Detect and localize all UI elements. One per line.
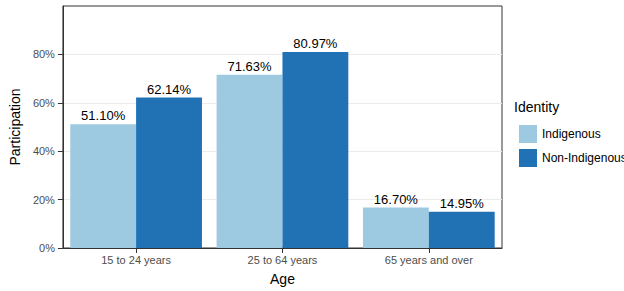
svg-text:62.14%: 62.14% [147, 82, 192, 97]
svg-text:20%: 20% [33, 194, 55, 206]
svg-text:80%: 80% [33, 48, 55, 60]
svg-text:Age: Age [270, 271, 295, 287]
svg-text:15 to 24 years: 15 to 24 years [101, 254, 171, 266]
svg-text:60%: 60% [33, 97, 55, 109]
svg-text:Participation: Participation [7, 88, 23, 165]
svg-text:65 years and over: 65 years and over [385, 254, 473, 266]
svg-text:Identity: Identity [514, 99, 559, 115]
svg-text:80.97%: 80.97% [293, 36, 338, 51]
svg-text:0%: 0% [39, 242, 55, 254]
svg-text:40%: 40% [33, 145, 55, 157]
svg-text:71.63%: 71.63% [227, 59, 272, 74]
svg-text:51.10%: 51.10% [81, 108, 126, 123]
svg-text:Indigenous: Indigenous [542, 127, 601, 141]
svg-text:16.70%: 16.70% [374, 192, 419, 207]
svg-text:25 to 64 years: 25 to 64 years [248, 254, 318, 266]
svg-text:14.95%: 14.95% [440, 196, 485, 211]
svg-text:Non-Indigenous: Non-Indigenous [542, 151, 624, 165]
